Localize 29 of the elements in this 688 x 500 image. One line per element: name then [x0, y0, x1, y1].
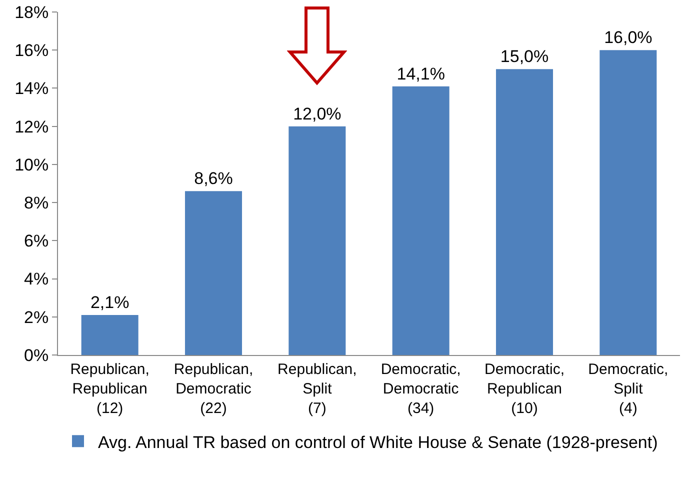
- y-tick-label: 10%: [14, 155, 49, 174]
- bar: [496, 69, 554, 355]
- x-tick-label: Republican, Split (7): [278, 361, 357, 417]
- y-tick-label: 18%: [14, 2, 49, 22]
- x-tick-label: Democratic, Republican (10): [484, 361, 565, 417]
- data-label: 15,0%: [500, 47, 549, 66]
- y-tick-label: 0%: [24, 346, 49, 365]
- y-tick-label: 14%: [14, 79, 49, 98]
- y-tick-label: 12%: [14, 117, 49, 136]
- x-tick-label: Republican, Republican (12): [70, 361, 150, 417]
- bar: [288, 126, 346, 355]
- legend-label: Avg. Annual TR based on control of White House & Senate (1928-present): [98, 432, 658, 452]
- x-tick-label: Republican, Democratic (22): [174, 361, 254, 417]
- bar: [184, 191, 242, 355]
- data-label: 16,0%: [604, 28, 652, 48]
- bar: [392, 86, 450, 355]
- x-tick-label: Democratic, Democratic (34): [380, 361, 461, 417]
- y-tick-label: 4%: [24, 270, 49, 289]
- data-label: 14,1%: [396, 64, 445, 84]
- data-label: 8,6%: [194, 169, 233, 188]
- y-tick-label: 8%: [24, 194, 49, 213]
- data-label: 2,1%: [90, 292, 130, 312]
- y-tick-label: 2%: [24, 308, 49, 327]
- y-tick-label: 16%: [14, 41, 49, 60]
- bar: [600, 50, 657, 355]
- data-label: 12,0%: [293, 104, 342, 124]
- y-tick-label: 6%: [24, 232, 49, 251]
- x-tick-label: Democratic, Split (4): [588, 361, 668, 417]
- bar: [81, 314, 138, 355]
